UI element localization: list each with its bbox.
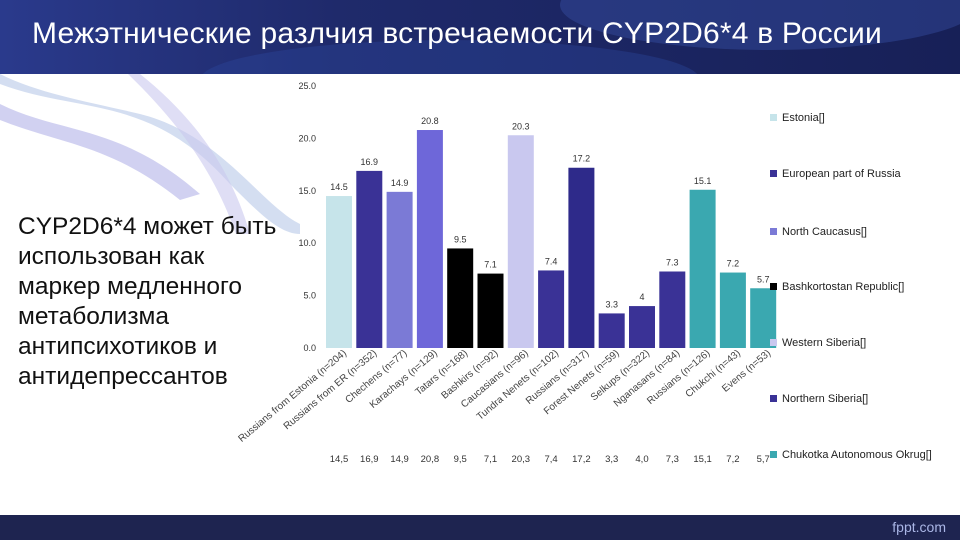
legend-swatch xyxy=(770,451,777,458)
bar xyxy=(507,135,534,348)
x-tick-label: Russians from Estonia (n=204) xyxy=(236,348,348,445)
bar-value-label: 7.4 xyxy=(545,256,558,266)
bar xyxy=(386,191,413,348)
header-bar xyxy=(0,0,960,74)
data-table-value: 15,1 xyxy=(693,454,712,465)
bar xyxy=(689,189,716,348)
ribbon-decoration xyxy=(0,74,300,234)
bar-value-label: 3.3 xyxy=(605,299,618,309)
bar xyxy=(326,196,352,348)
legend-label: Northern Siberia[] xyxy=(782,393,868,405)
bar-value-label: 20.3 xyxy=(512,121,530,131)
data-table-value: 20,8 xyxy=(421,454,440,465)
bar-value-label: 15.1 xyxy=(694,176,712,186)
bar-value-label: 16.9 xyxy=(361,157,379,167)
data-table-value: 14,5 xyxy=(330,454,349,465)
legend-label: European part of Russia xyxy=(782,168,902,180)
legend-swatch xyxy=(770,114,777,121)
legend-label: North Caucasus[] xyxy=(782,226,867,238)
bar-value-label: 9.5 xyxy=(454,234,467,244)
bar xyxy=(356,170,383,348)
legend-swatch xyxy=(770,283,777,290)
bar xyxy=(719,272,746,348)
slide-title: Межэтнические разлчия встречаемости CYP2… xyxy=(32,17,882,50)
bar-value-label: 20.8 xyxy=(421,116,439,126)
data-table-value: 7,1 xyxy=(484,454,497,465)
data-table-value: 7,3 xyxy=(666,454,679,465)
legend-label: Western Siberia[] xyxy=(782,337,866,349)
y-tick-label: 5.0 xyxy=(303,291,316,301)
bar-value-label: 7.2 xyxy=(727,259,740,269)
data-table-value: 20,3 xyxy=(512,454,531,465)
bar-value-label: 7.1 xyxy=(484,260,497,270)
legend-swatch xyxy=(770,339,777,346)
legend-label: Estonia[] xyxy=(782,112,825,124)
bar xyxy=(538,270,565,348)
bar xyxy=(477,273,504,348)
slide-body-text: CYP2D6*4 может быть использован как марк… xyxy=(18,213,277,390)
footer-brand: fppt.com xyxy=(892,519,946,535)
bar-chart: 0.0 5.0 10.0 15.0 20.0 25.0 14.5 Russians from … xyxy=(236,81,932,465)
bar-value-label: 14.5 xyxy=(330,182,348,192)
bar xyxy=(629,306,655,348)
legend-swatch xyxy=(770,228,777,235)
data-table-value: 7,2 xyxy=(726,454,739,465)
bar-value-label: 5.7 xyxy=(757,274,770,284)
y-tick-label: 0.0 xyxy=(303,343,316,353)
legend-swatch xyxy=(770,395,777,402)
data-table-value: 5,7 xyxy=(757,454,770,465)
data-table-value: 9,5 xyxy=(454,454,467,465)
data-table-value: 7,4 xyxy=(544,454,557,465)
legend-swatch xyxy=(770,170,777,177)
y-tick-label: 25.0 xyxy=(298,81,316,91)
y-tick-label: 10.0 xyxy=(298,238,316,248)
y-tick-label: 15.0 xyxy=(298,186,316,196)
bar-value-label: 17.2 xyxy=(573,154,591,164)
data-table-value: 3,3 xyxy=(605,454,618,465)
bar-value-label: 4 xyxy=(639,292,644,302)
data-table-value: 4,0 xyxy=(635,454,648,465)
legend-label: Chukotka Autonomous Okrug[] xyxy=(782,449,932,461)
data-table-value: 14,9 xyxy=(390,454,409,465)
bar-value-label: 7.3 xyxy=(666,257,679,267)
bar xyxy=(598,313,625,348)
data-table-value: 17,2 xyxy=(572,454,591,465)
y-tick-label: 20.0 xyxy=(298,133,316,143)
bar xyxy=(659,271,686,348)
data-table-value: 16,9 xyxy=(360,454,379,465)
bar xyxy=(416,130,443,348)
bar xyxy=(447,248,474,348)
footer-bar xyxy=(0,515,960,540)
bar-value-label: 14.9 xyxy=(391,178,409,188)
legend-label: Bashkortostan Republic[] xyxy=(782,281,904,293)
bar xyxy=(750,288,777,348)
bar xyxy=(568,167,595,348)
